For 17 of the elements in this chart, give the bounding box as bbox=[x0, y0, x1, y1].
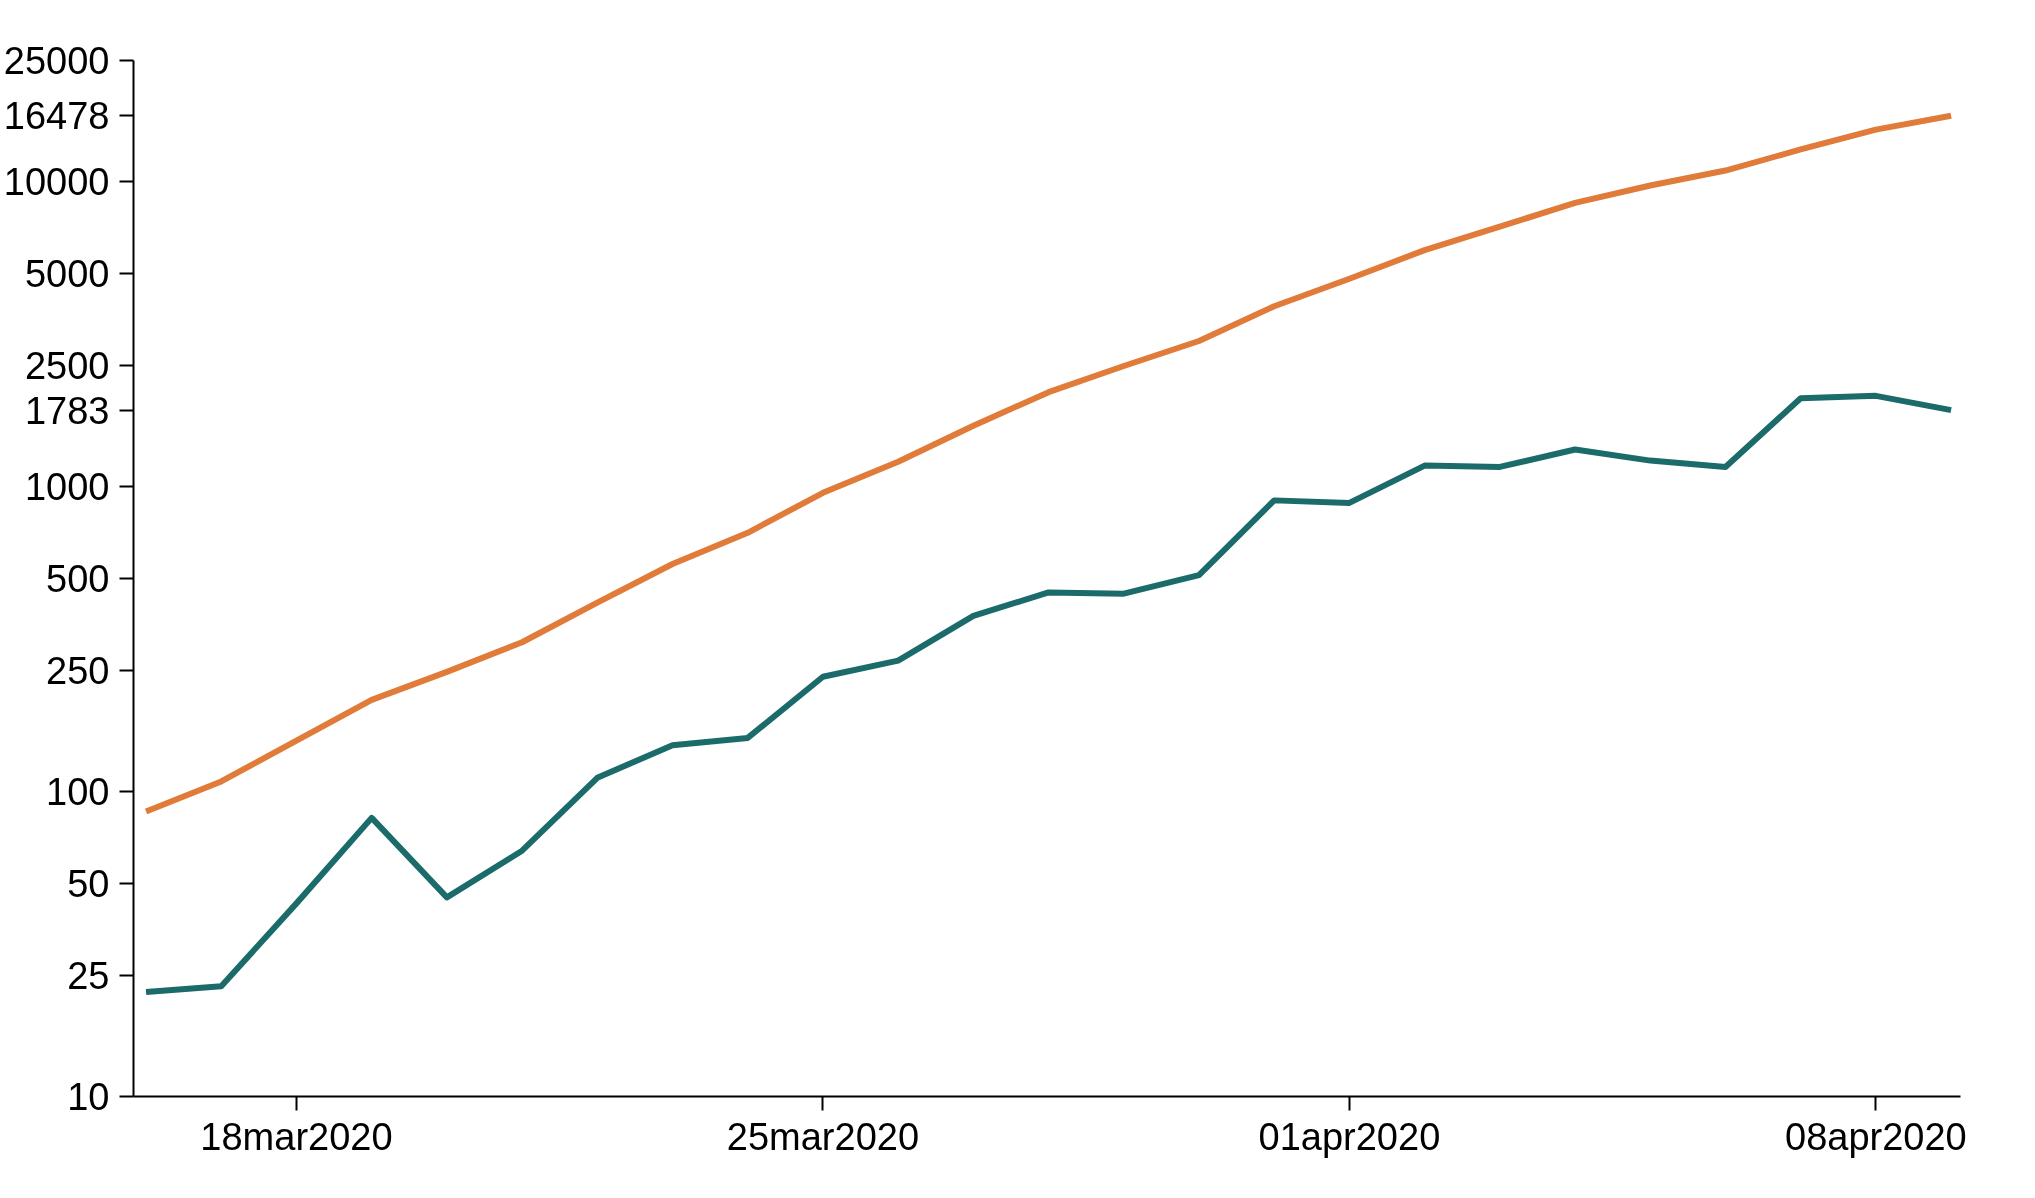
y-tick-label: 5000 bbox=[24, 253, 110, 296]
y-tick-label: 25000 bbox=[3, 40, 110, 82]
y-tick-label: 25 bbox=[67, 954, 110, 997]
x-tick-label: 01apr2020 bbox=[1258, 1115, 1441, 1158]
y-tick-label: 16478 bbox=[3, 95, 110, 138]
y-tick-label: 1000 bbox=[24, 466, 110, 509]
y-tick-label: 100 bbox=[46, 771, 110, 814]
y-tick-label: 250 bbox=[46, 649, 110, 692]
y-tick-label: 1783 bbox=[24, 389, 110, 432]
x-tick-label: 25mar2020 bbox=[726, 1115, 920, 1158]
y-tick-label: 50 bbox=[67, 862, 110, 905]
y-tick-label: 500 bbox=[46, 558, 110, 600]
y-tick-label: 10 bbox=[67, 1076, 110, 1118]
x-tick-label: 08apr2020 bbox=[1785, 1115, 1967, 1158]
y-tick-label: 2500 bbox=[24, 344, 110, 387]
x-tick-label: 18mar2020 bbox=[200, 1115, 393, 1158]
y-tick-label: 10000 bbox=[3, 161, 110, 204]
